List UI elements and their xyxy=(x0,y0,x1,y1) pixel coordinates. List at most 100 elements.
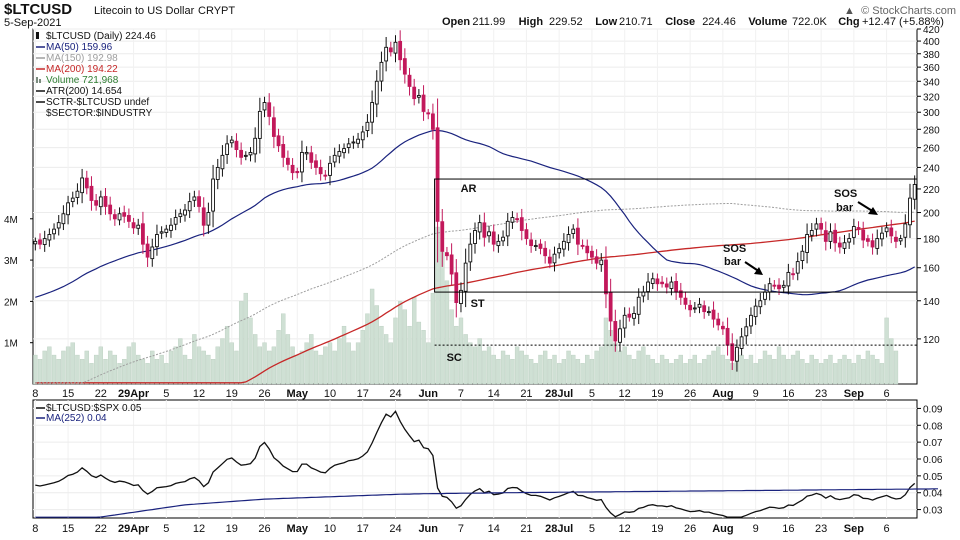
candle-body xyxy=(416,95,421,98)
x-tick-label: 24 xyxy=(389,523,401,535)
candle-body xyxy=(875,238,880,249)
volume-bar xyxy=(56,359,61,385)
candle-body xyxy=(98,196,103,208)
volume-bar xyxy=(538,354,543,385)
price-tick-label: 220 xyxy=(923,185,940,196)
candle-body xyxy=(664,283,669,288)
volume-bar xyxy=(809,354,814,385)
candle-body xyxy=(122,212,127,217)
volume-bar xyxy=(416,321,422,385)
x-tick-label: 26 xyxy=(258,523,270,535)
x-tick-label: Jun xyxy=(418,523,438,535)
volume-bar xyxy=(772,359,777,385)
ohlc-row: Open 211.99 High 229.52 Low 210.71 Close 224.46… xyxy=(442,16,944,28)
x-tick-label: 28Jul xyxy=(545,523,573,535)
candle-body xyxy=(445,252,449,257)
volume-bar xyxy=(327,342,333,385)
volume-bar xyxy=(444,280,450,385)
volume-bar xyxy=(355,342,361,385)
candle-body xyxy=(842,242,847,249)
candle-body xyxy=(337,151,342,157)
volume-bar xyxy=(776,346,782,385)
volume-bar xyxy=(547,359,553,385)
candle-body xyxy=(314,160,318,168)
x-tick-label: 19 xyxy=(226,523,238,535)
candle-body xyxy=(220,154,225,170)
candle-body xyxy=(201,207,206,226)
legend-item: MA(150) 192.98 xyxy=(46,53,118,64)
candle-body xyxy=(772,284,777,287)
x-tick-label: 19 xyxy=(651,388,663,400)
x-tick-label: Jun xyxy=(418,388,438,400)
x-tick-label: Sep xyxy=(844,388,864,400)
candle-body xyxy=(248,151,253,156)
candle-body xyxy=(300,151,304,173)
x-tick-label: 26 xyxy=(684,388,696,400)
volume-bar xyxy=(47,346,52,385)
price-tick-label: 300 xyxy=(923,108,940,119)
volume-bar xyxy=(673,359,679,385)
candle-body xyxy=(632,313,636,319)
candle-body xyxy=(342,148,346,154)
candle-body xyxy=(473,230,477,245)
candle-body xyxy=(407,74,412,87)
candle-body xyxy=(33,240,38,245)
candle-body xyxy=(735,346,739,362)
legend-item: Volume 721,968 xyxy=(46,75,119,86)
volume-tick-label: 1M xyxy=(4,339,18,350)
candle-body xyxy=(819,223,824,230)
volume-bar xyxy=(159,354,164,385)
volume-bar xyxy=(136,354,141,385)
brand-text: © StockCharts.com xyxy=(861,5,956,17)
volume-bar xyxy=(318,354,323,385)
candle-body xyxy=(206,212,211,226)
volume-bar xyxy=(566,350,571,385)
candle-body xyxy=(856,227,861,230)
candle-body xyxy=(590,250,594,258)
candle-body xyxy=(894,236,898,242)
candle-body xyxy=(398,40,403,61)
candle-body xyxy=(463,262,468,292)
x-tick-label: Sep xyxy=(844,523,864,535)
candle-body xyxy=(309,152,314,163)
x-tick-label: 12 xyxy=(619,523,631,535)
candle-body xyxy=(505,220,510,237)
x-tick-label: 22 xyxy=(95,388,107,400)
candle-body xyxy=(688,304,693,311)
volume-bar xyxy=(430,292,436,385)
candle-body xyxy=(61,213,66,225)
candle-body xyxy=(716,318,721,326)
x-tick-label: Aug xyxy=(712,388,733,400)
candle-body xyxy=(215,166,220,180)
volume-bar xyxy=(781,354,786,385)
volume-bar xyxy=(253,334,258,385)
volume-bar xyxy=(678,354,683,385)
candle-body xyxy=(571,228,576,234)
candle-body xyxy=(47,234,52,241)
candle-body xyxy=(183,209,187,216)
volume-bar xyxy=(351,350,356,385)
chart-date: 5-Sep-2021 xyxy=(4,17,62,29)
candle-body xyxy=(89,185,94,201)
volume-bar xyxy=(131,342,136,385)
candle-body xyxy=(145,243,150,258)
volume-bar xyxy=(767,354,772,385)
volume-bar xyxy=(599,346,604,385)
candle-body xyxy=(332,154,337,163)
candle-body xyxy=(412,86,417,100)
x-tick-label: 8 xyxy=(32,388,38,400)
candle-body xyxy=(281,144,286,158)
volume-bar xyxy=(491,354,496,385)
candle-body xyxy=(524,229,529,240)
volume-bar xyxy=(341,325,347,385)
volume-bar xyxy=(716,346,721,385)
ohlc-label-chg: Chg xyxy=(838,16,859,28)
price-tick-label: 380 xyxy=(923,50,940,61)
volume-bar xyxy=(140,359,146,385)
x-tick-label: 7 xyxy=(458,388,464,400)
candle-body xyxy=(150,246,155,260)
legend-item: MA(50) 159.96 xyxy=(46,42,113,53)
ratio-axis: 0.03 0.04 0.05 0.06 0.07 0.08 0.09 xyxy=(917,404,943,517)
